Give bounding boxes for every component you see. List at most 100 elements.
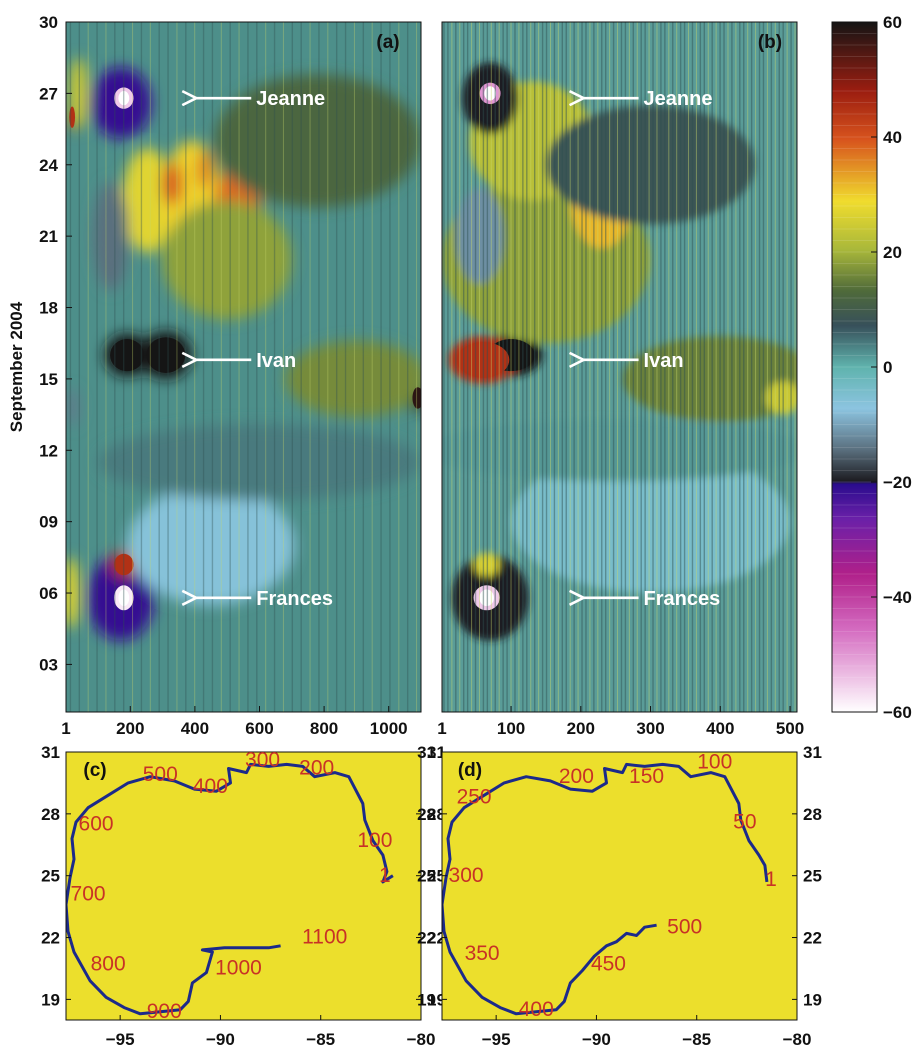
y-tick-label-left: 22 bbox=[417, 929, 436, 948]
annotation-jeanne: Jeanne bbox=[256, 88, 325, 110]
field-feature-18 bbox=[127, 485, 296, 605]
field-feature-15 bbox=[442, 419, 797, 482]
track-index-label: 200 bbox=[559, 765, 594, 788]
y-tick-label-left: 31 bbox=[417, 743, 436, 762]
y-tick-label: 21 bbox=[39, 227, 58, 246]
panel-a-y-axis: 30 27 24 21 18 15 12 09 06 03 bbox=[39, 13, 72, 674]
track-index-label: 50 bbox=[733, 810, 756, 833]
track-index-label: 700 bbox=[71, 882, 106, 905]
y-tick-label-right: 25 bbox=[803, 867, 822, 886]
panel-a-frame bbox=[65, 21, 422, 713]
panel-c: (c) 110020030040050060070080090010001100… bbox=[41, 743, 446, 1049]
field-feature-5 bbox=[162, 162, 182, 206]
field-feature-17 bbox=[66, 557, 81, 629]
y-tick-label: 15 bbox=[39, 370, 58, 389]
panel-a-label: (a) bbox=[376, 32, 399, 53]
panel-b-frame bbox=[441, 21, 798, 713]
annotation-jeanne: Jeanne bbox=[644, 88, 713, 110]
track-index-label: 1000 bbox=[215, 957, 262, 980]
y-tick-label: 03 bbox=[39, 655, 58, 674]
field-feature-22 bbox=[97, 424, 421, 501]
colorbar-gradient bbox=[832, 22, 877, 712]
y-tick-label-right: 31 bbox=[803, 743, 822, 762]
x-tick-label: 1 bbox=[61, 719, 70, 738]
x-tick-label: 400 bbox=[706, 719, 734, 738]
x-tick-label: −90 bbox=[206, 1030, 235, 1049]
field-core-16 bbox=[114, 553, 134, 576]
y-tick-label-right: 22 bbox=[427, 929, 446, 948]
panel-d-track bbox=[442, 762, 769, 1016]
track-index-label: 300 bbox=[245, 748, 280, 771]
track-index-label: 600 bbox=[79, 812, 114, 835]
y-tick-label: 30 bbox=[39, 13, 58, 32]
y-tick-label-right: 31 bbox=[427, 743, 446, 762]
x-tick-label: −90 bbox=[582, 1030, 611, 1049]
field-feature-13 bbox=[93, 181, 129, 291]
x-tick-label: 500 bbox=[776, 719, 804, 738]
y-tick-label: 09 bbox=[39, 513, 58, 532]
panel-b-label: (b) bbox=[758, 32, 782, 53]
panel-b: (b) 1 100 200 300 400 500 Jeanne Ivan Frances bbox=[437, 21, 804, 738]
y-tick-label-right: 22 bbox=[803, 929, 822, 948]
field-core-center-6 bbox=[484, 86, 496, 101]
colorbar-tick-label: −20 bbox=[883, 473, 912, 492]
y-tick-label: 12 bbox=[39, 441, 58, 460]
x-tick-label: 1000 bbox=[370, 719, 408, 738]
field-core-center-14 bbox=[118, 589, 130, 607]
ship-track-line bbox=[442, 762, 769, 1016]
field-core-center-9 bbox=[118, 91, 130, 106]
track-index-label: 500 bbox=[667, 915, 702, 938]
colorbar-tick-label: −60 bbox=[883, 703, 912, 722]
x-tick-label: −80 bbox=[783, 1030, 812, 1049]
field-feature-14 bbox=[511, 450, 791, 594]
panel-d-label: (d) bbox=[458, 760, 482, 781]
annotation-ivan: Ivan bbox=[256, 350, 296, 372]
track-index-label: 1100 bbox=[302, 926, 347, 949]
panel-d-background bbox=[442, 752, 797, 1020]
x-tick-label: 400 bbox=[181, 719, 209, 738]
panel-a: (a) 1 200 400 600 800 1000 30 27 24 21 18 15 12 09 06… bbox=[39, 13, 422, 738]
panel-c-x-axis: −95 −90 −85 −80 bbox=[106, 1015, 436, 1049]
y-tick-label-left: 25 bbox=[417, 867, 436, 886]
ship-track-line bbox=[66, 762, 394, 1016]
x-tick-label: 800 bbox=[310, 719, 338, 738]
panel-a-cores bbox=[69, 87, 421, 611]
y-tick-label-left: 25 bbox=[41, 867, 60, 886]
y-tick-label-right: 28 bbox=[427, 805, 446, 824]
panel-b-annotations: Jeanne Ivan Frances bbox=[584, 88, 721, 610]
track-index-label: 250 bbox=[457, 786, 492, 809]
field-core-0 bbox=[110, 339, 145, 372]
x-tick-label: −95 bbox=[106, 1030, 135, 1049]
y-tick-label-right: 19 bbox=[803, 990, 822, 1009]
x-tick-label: −85 bbox=[682, 1030, 711, 1049]
panel-d-x-axis: −95 −90 −85 −80 bbox=[482, 1015, 812, 1049]
x-tick-label: 100 bbox=[497, 719, 525, 738]
panel-c-background bbox=[66, 752, 421, 1020]
field-feature-5 bbox=[545, 105, 756, 225]
y-tick-label-right: 28 bbox=[803, 805, 822, 824]
track-index-label: 800 bbox=[91, 953, 126, 976]
field-core-20 bbox=[412, 387, 421, 409]
field-core-11 bbox=[69, 106, 76, 128]
x-tick-label: −80 bbox=[407, 1030, 436, 1049]
y-tick-label-left: 22 bbox=[41, 929, 60, 948]
track-index-label: 400 bbox=[519, 998, 554, 1021]
y-tick-label-left: 19 bbox=[41, 990, 60, 1009]
field-core-1 bbox=[146, 337, 186, 373]
field-feature-2 bbox=[122, 148, 174, 253]
annotation-ivan: Ivan bbox=[644, 350, 684, 372]
annotation-frances: Frances bbox=[644, 588, 721, 610]
colorbar-tick-label: 0 bbox=[883, 358, 892, 377]
panel-b-cores bbox=[456, 82, 535, 611]
field-feature-13 bbox=[765, 381, 797, 415]
field-feature-11 bbox=[474, 552, 500, 577]
colorbar-tick-label: 20 bbox=[883, 243, 902, 262]
track-index-label: 100 bbox=[357, 829, 392, 852]
track-index-label: 350 bbox=[465, 942, 500, 965]
